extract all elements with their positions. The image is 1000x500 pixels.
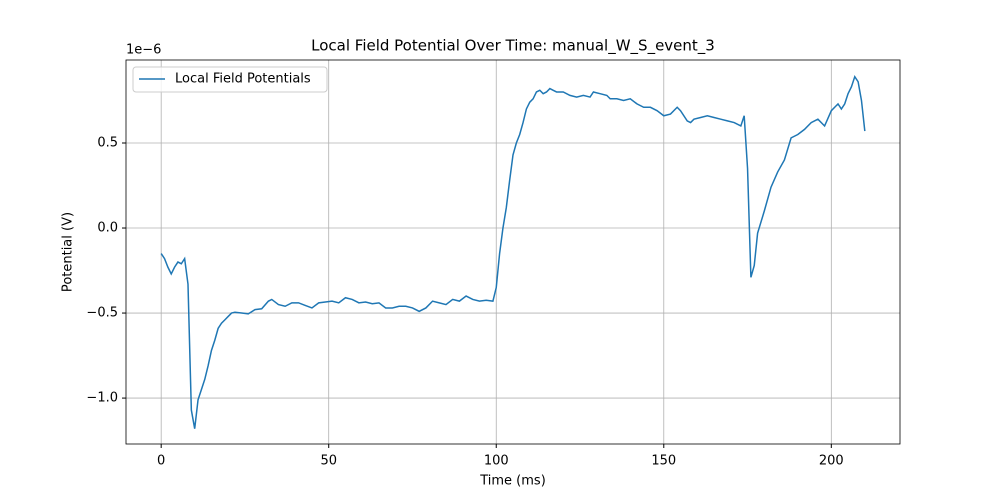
- x-tick-label: 100: [484, 454, 509, 469]
- legend-label: Local Field Potentials: [175, 72, 311, 87]
- x-tick-label: 0: [157, 454, 165, 469]
- y-tick-label: −0.5: [86, 306, 118, 321]
- data-line: [160, 74, 866, 429]
- y-tick-label: −1.0: [86, 391, 118, 406]
- y-tick-label: 0.5: [97, 135, 118, 150]
- x-axis-label: Time (ms): [479, 474, 546, 489]
- x-tick-label: 50: [320, 454, 337, 469]
- y-axis-label: Potential (V): [61, 212, 76, 292]
- plot-frame: [125, 59, 901, 445]
- chart-title: Local Field Potential Over Time: manual_…: [311, 37, 715, 56]
- y-offset-label: 1e−6: [126, 43, 161, 58]
- y-tick-label: 0.0: [97, 221, 118, 236]
- x-tick-label: 200: [819, 454, 844, 469]
- legend-box: [132, 66, 328, 93]
- x-tick-label: 150: [651, 454, 676, 469]
